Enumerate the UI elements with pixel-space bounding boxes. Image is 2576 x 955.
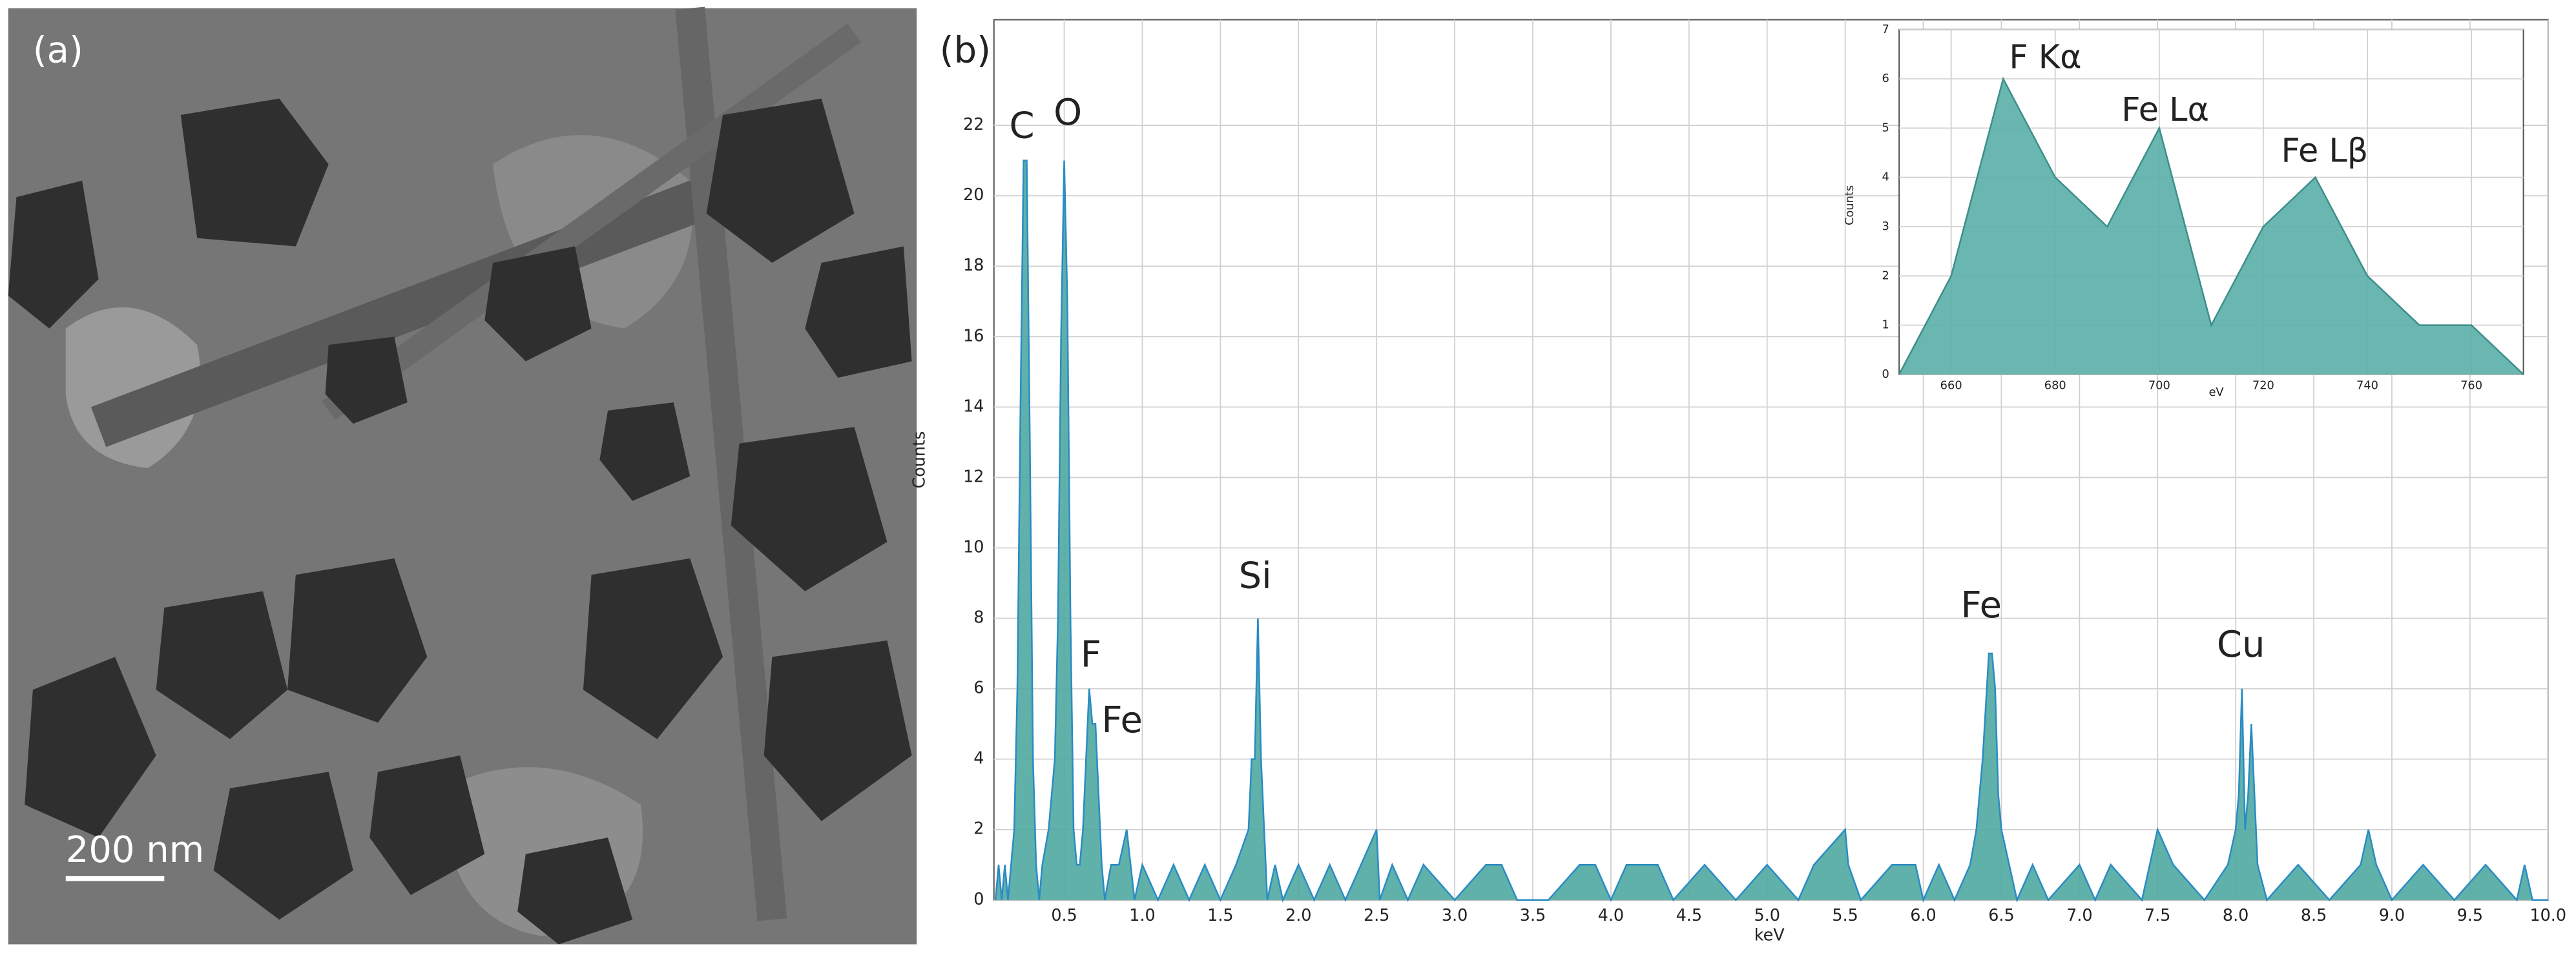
x-tick-label: 5.0	[1754, 905, 1780, 925]
y-tick-label: 20	[963, 185, 984, 204]
x-tick-label: 720	[2252, 379, 2274, 393]
peak-label: Fe	[1961, 584, 2002, 626]
peak-label: Fe Lα	[2121, 90, 2209, 128]
x-axis-label: eV	[2208, 385, 2224, 399]
peak-label: F	[1081, 633, 1101, 675]
x-tick-label: 2.5	[1364, 905, 1389, 925]
y-tick-label: 7	[1882, 23, 1889, 36]
x-tick-label: 760	[2460, 379, 2482, 393]
x-tick-label: 700	[2148, 379, 2170, 393]
y-tick-label: 4	[1882, 170, 1889, 184]
x-tick-label: 3.5	[1520, 905, 1546, 925]
spectrum-line	[994, 159, 2548, 903]
y-axis-label: Counts	[909, 431, 928, 489]
x-tick-label: 9.5	[2457, 905, 2483, 925]
y-tick-label: 16	[963, 325, 984, 345]
x-tick-label: 4.0	[1598, 905, 1624, 925]
y-tick-label: 8	[973, 608, 984, 627]
x-tick-label: 660	[1940, 379, 1962, 393]
y-tick-label: 6	[973, 678, 984, 697]
x-tick-label: 8.0	[2223, 905, 2249, 925]
tem-image	[8, 6, 917, 945]
y-axis-label: Counts	[1843, 185, 1856, 225]
x-tick-label: 6.0	[1910, 905, 1936, 925]
y-tick-label: 6	[1882, 72, 1889, 85]
y-tick-label: 10	[963, 537, 984, 556]
peak-label: Fe	[1101, 699, 1143, 741]
y-tick-label: 12	[963, 466, 984, 486]
y-tick-label: 0	[1882, 367, 1889, 381]
x-tick-label: 0.5	[1051, 905, 1077, 925]
y-tick-label: 5	[1882, 121, 1889, 134]
x-tick-label: 9.0	[2379, 905, 2405, 925]
area-fill	[1899, 79, 2524, 375]
panel-label: (b)	[940, 30, 991, 72]
x-tick-label: 1.5	[1207, 905, 1233, 925]
x-tick-label: 6.5	[1988, 905, 2014, 925]
x-axis-label: keV	[1754, 925, 1785, 945]
scale-bar-label: 200 nm	[66, 829, 204, 871]
peak-label: F Kα	[2009, 38, 2081, 76]
x-tick-label: 7.0	[2066, 905, 2092, 925]
panel-label: (a)	[33, 30, 83, 72]
y-tick-label: 0	[973, 889, 984, 909]
y-tick-label: 22	[963, 114, 984, 134]
y-tick-label: 1	[1882, 318, 1889, 332]
x-tick-label: 3.0	[1442, 905, 1468, 925]
peak-label: O	[1054, 92, 1082, 134]
x-tick-label: 1.0	[1129, 905, 1155, 925]
x-tick-label: 7.5	[2145, 905, 2170, 925]
peak-label: Si	[1239, 555, 1272, 597]
y-tick-label: 2	[1882, 269, 1889, 282]
x-tick-label: 2.0	[1285, 905, 1311, 925]
y-tick-label: 4	[973, 748, 984, 768]
x-tick-label: 10.0	[2529, 905, 2566, 925]
y-tick-label: 3	[1882, 220, 1889, 233]
peak-label: Fe Lβ	[2281, 132, 2368, 170]
peak-label: Cu	[2217, 624, 2265, 666]
y-tick-label: 14	[963, 396, 984, 415]
peak-label: C	[1009, 105, 1034, 147]
y-tick-label: 2	[973, 819, 984, 838]
spectrum-line	[1898, 76, 2524, 375]
x-tick-label: 4.5	[1676, 905, 1702, 925]
x-tick-label: 740	[2356, 379, 2378, 393]
x-tick-label: 5.5	[1832, 905, 1858, 925]
x-tick-label: 8.5	[2301, 905, 2327, 925]
y-tick-label: 18	[963, 255, 984, 274]
x-tick-label: 680	[2044, 379, 2066, 393]
